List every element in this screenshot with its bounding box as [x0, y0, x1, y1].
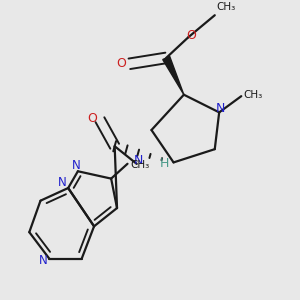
Text: H: H: [160, 158, 169, 170]
Text: N: N: [216, 102, 225, 115]
Text: N: N: [72, 159, 81, 172]
Text: N: N: [38, 254, 47, 267]
Text: N: N: [58, 176, 67, 189]
Text: O: O: [186, 29, 196, 42]
Polygon shape: [163, 56, 184, 95]
Text: CH₃: CH₃: [216, 2, 236, 12]
Text: O: O: [87, 112, 97, 125]
Text: CH₃: CH₃: [244, 90, 263, 100]
Text: N: N: [134, 154, 143, 167]
Text: CH₃: CH₃: [130, 160, 150, 170]
Text: O: O: [116, 57, 126, 70]
